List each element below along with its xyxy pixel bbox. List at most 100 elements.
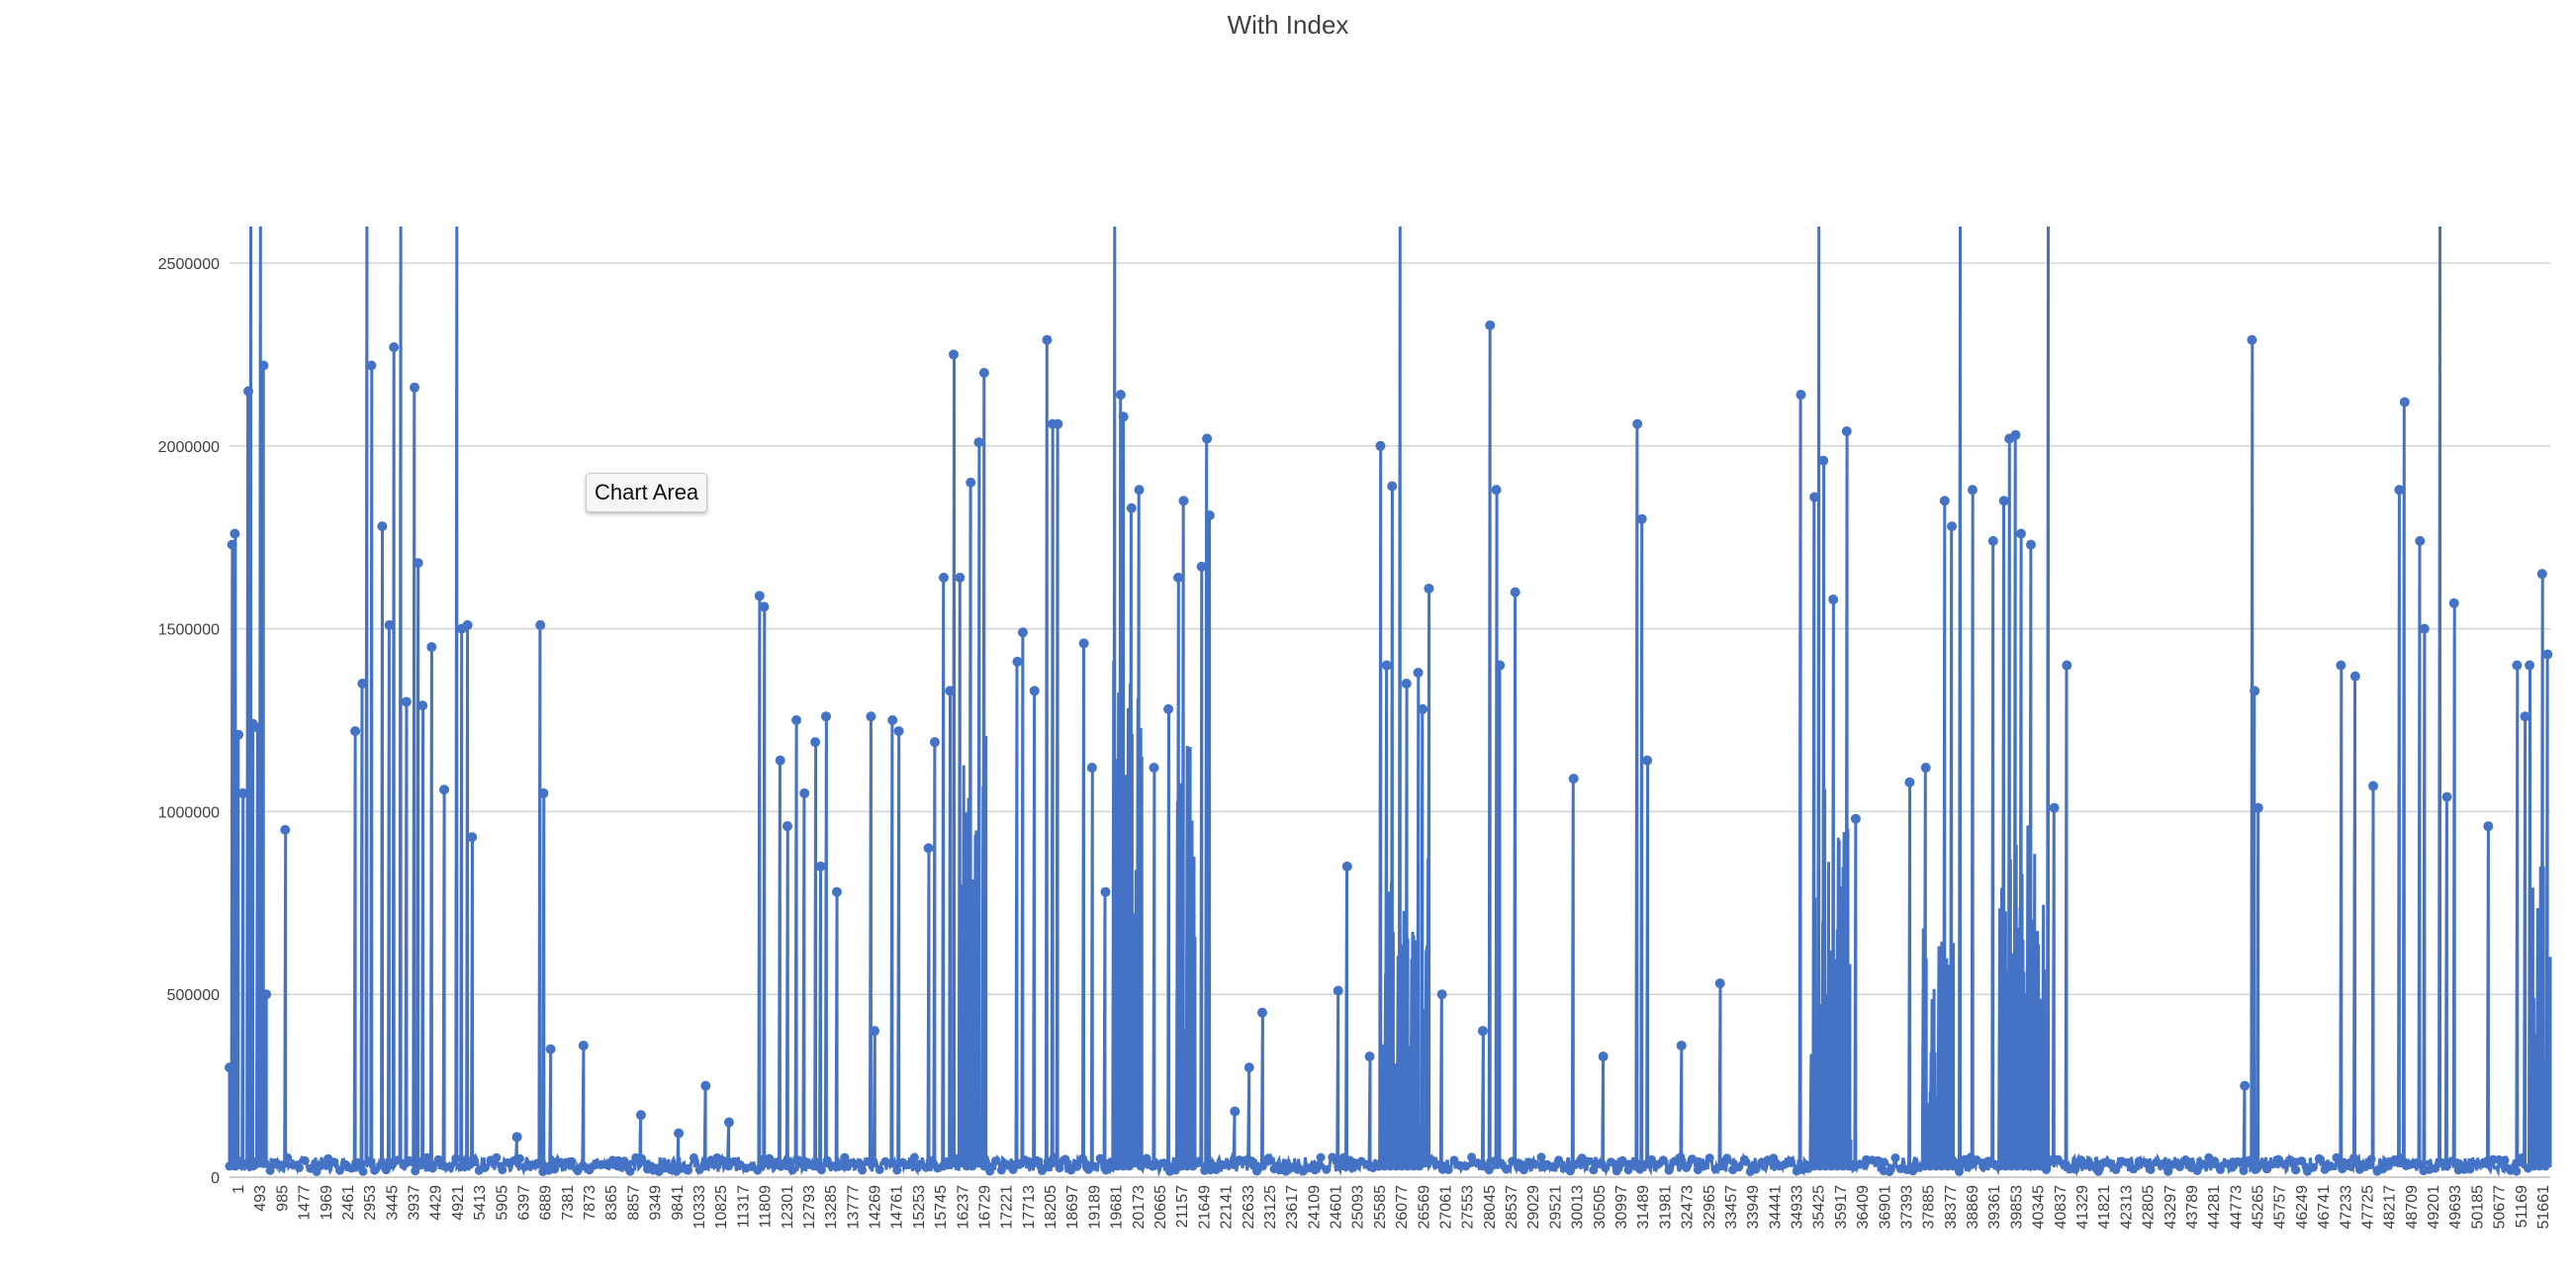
data-point <box>237 787 248 798</box>
x-tick-label: 36409 <box>1855 1185 1872 1230</box>
x-tick-label: 11317 <box>735 1185 752 1228</box>
data-point <box>754 591 765 601</box>
data-point <box>413 558 423 569</box>
data-point <box>1202 433 1213 444</box>
data-point <box>1401 679 1412 689</box>
data-point <box>718 1155 728 1165</box>
data-point <box>1443 1164 1453 1174</box>
data-point <box>1734 1162 1743 1172</box>
data-point <box>1431 1159 1441 1169</box>
data-point <box>312 1166 322 1176</box>
data-point <box>1632 418 1643 429</box>
data-point <box>1008 1164 1018 1174</box>
data-point <box>1598 1052 1609 1062</box>
data-point <box>370 1165 380 1175</box>
data-point <box>1548 1162 1558 1172</box>
data-point <box>927 1155 937 1165</box>
x-tick-label: 4921 <box>450 1185 467 1221</box>
data-point <box>815 861 826 871</box>
data-point <box>1449 1155 1459 1165</box>
data-point <box>2076 1155 2086 1165</box>
data-point <box>753 1165 763 1175</box>
data-point <box>2285 1155 2295 1164</box>
data-point <box>1536 1152 1546 1162</box>
data-point <box>966 477 976 488</box>
data-point <box>1642 755 1653 766</box>
y-tick-label: 2500000 <box>158 256 220 273</box>
data-point <box>401 696 412 707</box>
data-point <box>1795 390 1806 401</box>
data-point <box>2448 597 2459 608</box>
data-point <box>1607 1157 1615 1167</box>
data-point <box>422 1152 431 1162</box>
data-point <box>1196 561 1207 572</box>
x-tick-label: 493 <box>252 1185 269 1212</box>
data-point <box>1424 583 1434 594</box>
data-point <box>280 824 291 835</box>
x-tick-label: 33457 <box>1723 1185 1740 1230</box>
x-tick-label: 33949 <box>1745 1185 1762 1230</box>
data-point <box>381 1165 391 1175</box>
x-tick-label: 16729 <box>977 1185 994 1230</box>
data-point <box>840 1152 850 1162</box>
x-tick-label: 35425 <box>1811 1185 1828 1230</box>
data-point <box>978 367 989 378</box>
data-point <box>2395 1153 2405 1162</box>
data-point <box>619 1156 629 1166</box>
data-point <box>1086 763 1097 774</box>
data-point <box>1194 1156 1204 1166</box>
data-point <box>1037 1165 1047 1175</box>
data-point <box>545 1044 556 1055</box>
data-point <box>689 1152 698 1162</box>
x-tick-label: 49201 <box>2426 1185 2442 1230</box>
data-point <box>2198 1159 2208 1169</box>
data-point <box>2163 1166 2173 1176</box>
data-point <box>1920 763 1931 774</box>
x-tick-label: 13777 <box>845 1185 862 1230</box>
data-point <box>810 737 821 748</box>
x-tick-label: 31489 <box>1635 1185 1652 1230</box>
data-point <box>283 1152 293 1162</box>
data-point <box>1134 485 1145 496</box>
data-point <box>578 1040 589 1051</box>
data-point <box>1949 1161 1959 1171</box>
x-tick-label: 44773 <box>2228 1185 2245 1230</box>
x-tick-label: 3445 <box>384 1185 401 1221</box>
x-tick-label: 30997 <box>1613 1185 1630 1230</box>
data-point <box>463 1161 473 1171</box>
data-point <box>387 1160 397 1170</box>
x-tick-label: 1477 <box>297 1185 314 1221</box>
data-point <box>2210 1156 2220 1166</box>
data-point <box>1316 1152 1326 1162</box>
data-point <box>265 1165 275 1175</box>
data-point <box>233 729 244 740</box>
data-point <box>1890 1153 1900 1162</box>
data-point <box>2349 671 2360 682</box>
x-tick-label: 41329 <box>2074 1185 2091 1230</box>
x-tick-label: 23125 <box>1262 1185 1279 1230</box>
series-path <box>228 226 2552 1178</box>
data-point <box>230 528 240 539</box>
data-point <box>511 1132 522 1143</box>
data-point <box>1243 1062 1254 1073</box>
data-point <box>585 1165 595 1175</box>
data-point <box>1714 978 1725 989</box>
data-point <box>1163 703 1174 714</box>
data-point <box>2253 802 2263 813</box>
data-point <box>1118 412 1129 422</box>
data-point <box>2239 1166 2249 1175</box>
data-point <box>1828 595 1839 605</box>
x-tick-label: 40345 <box>2031 1185 2048 1230</box>
data-point <box>799 787 810 798</box>
x-tick-label: 12301 <box>780 1185 796 1230</box>
x-tick-label: 20173 <box>1131 1185 1148 1230</box>
data-point <box>2216 1164 2225 1174</box>
x-tick-label: 39361 <box>1986 1185 2003 1230</box>
data-point <box>352 1157 362 1167</box>
data-point <box>1530 1159 1540 1169</box>
data-point <box>2025 539 2036 550</box>
x-tick-label: 16237 <box>955 1185 971 1230</box>
y-tick-label: 1000000 <box>158 804 220 821</box>
data-point <box>1664 1165 1674 1175</box>
